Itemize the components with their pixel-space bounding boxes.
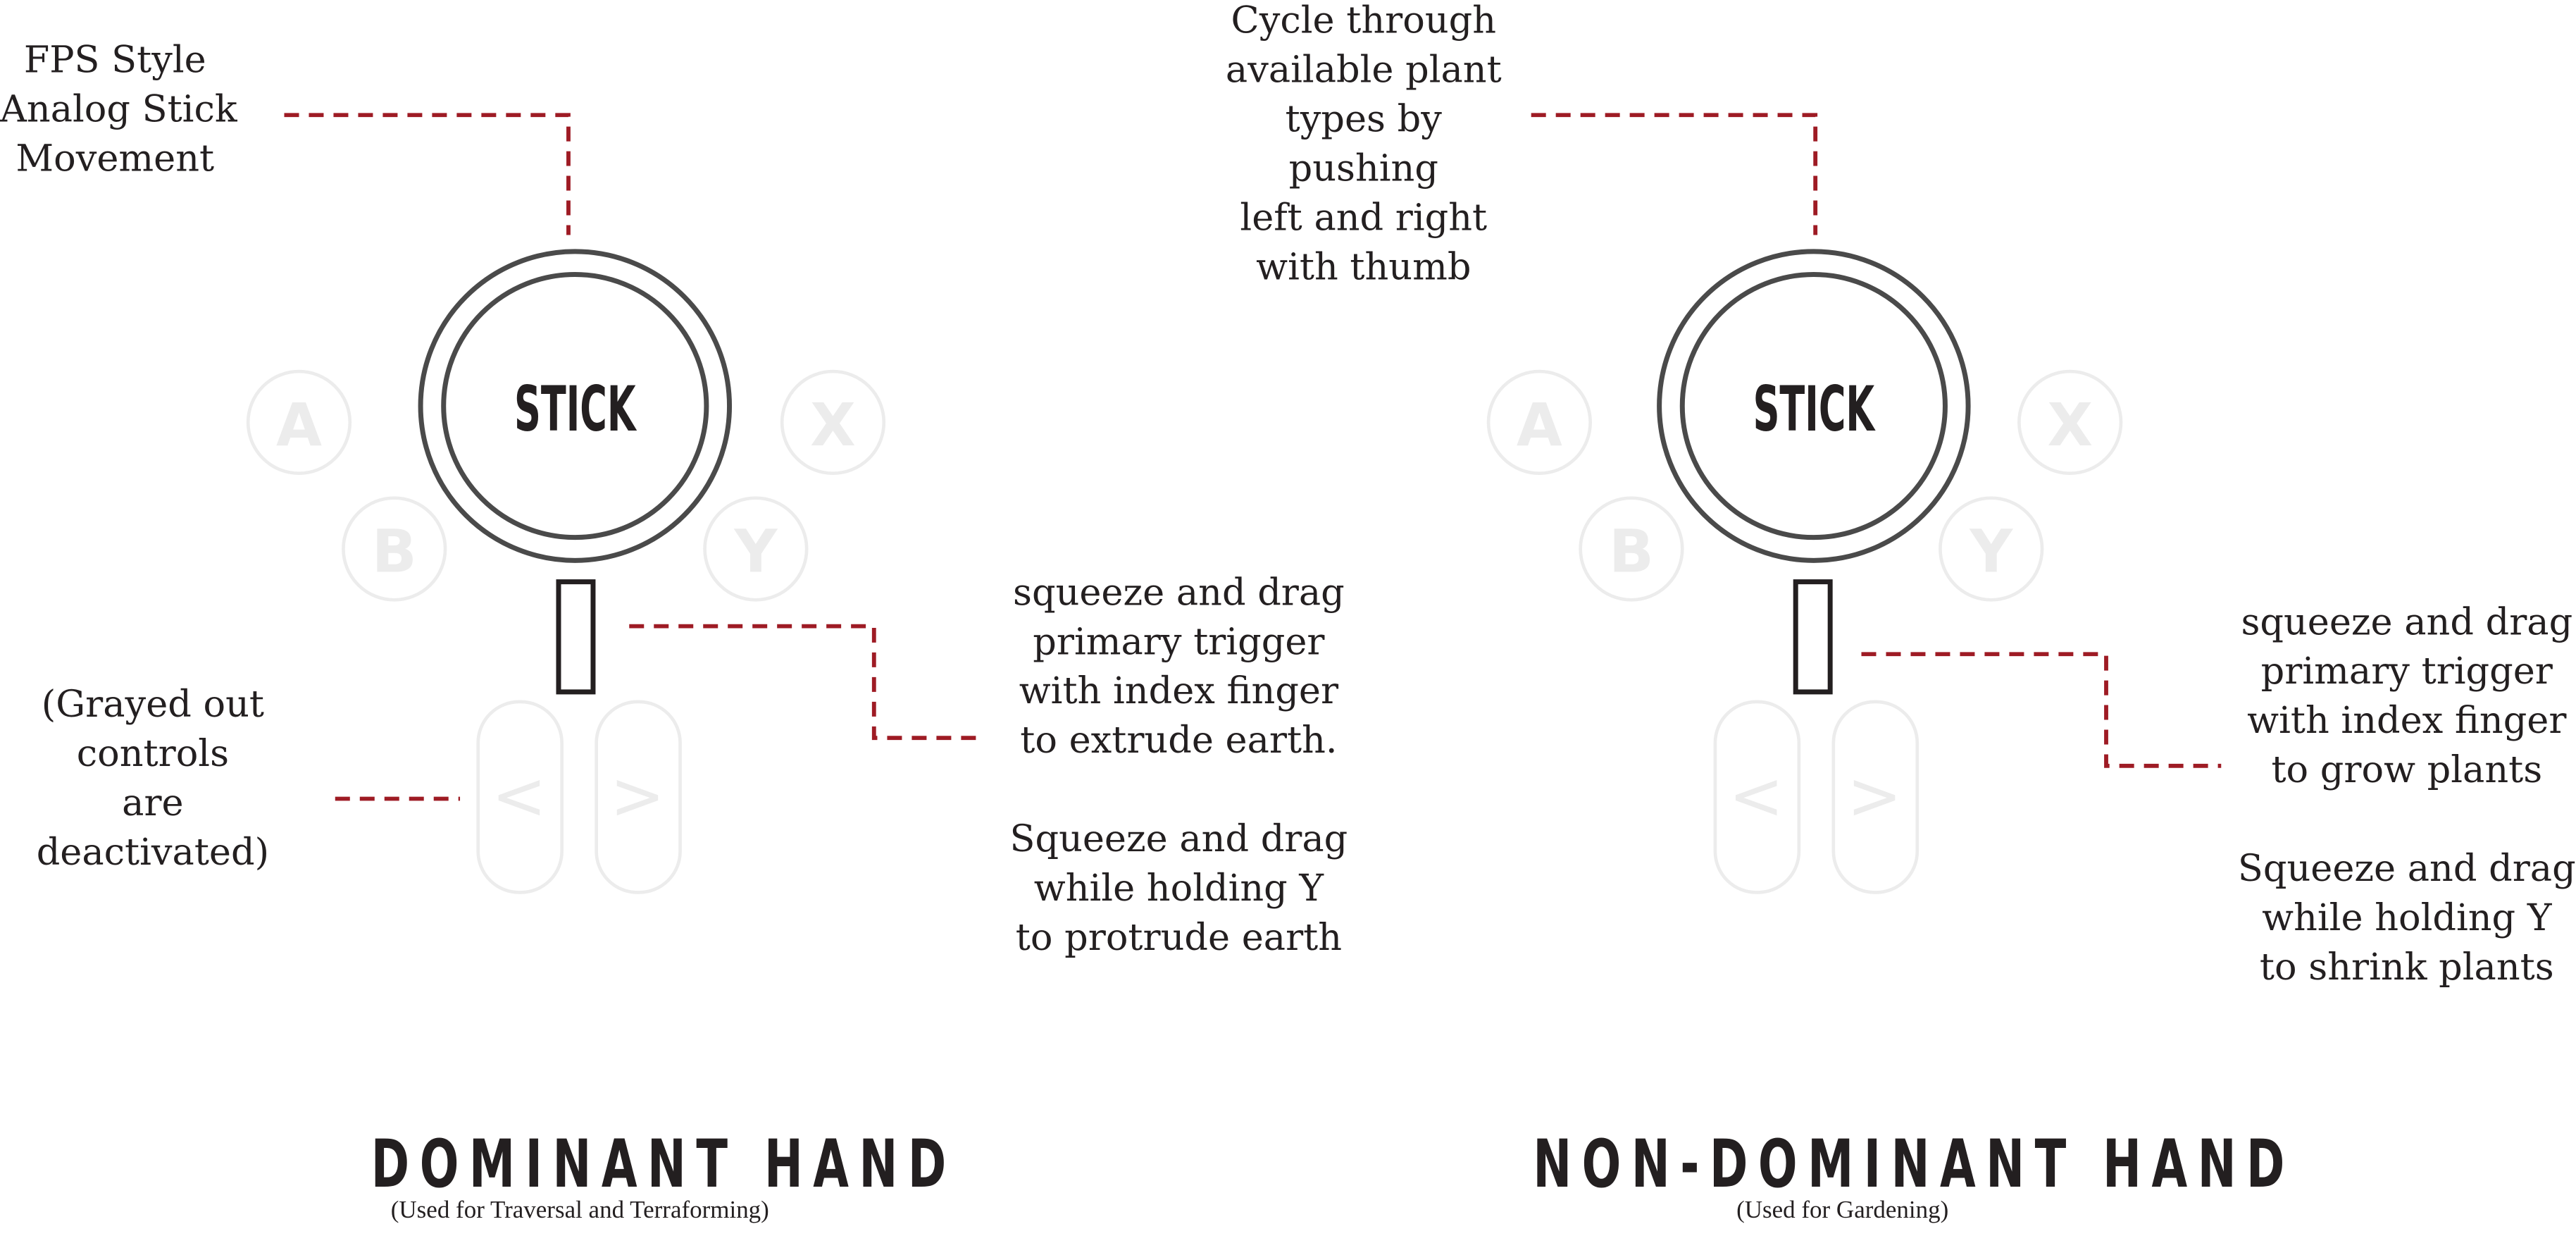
button-right: > (595, 700, 682, 894)
button-y-label: Y (1969, 517, 2013, 586)
button-left: < (1713, 700, 1801, 894)
button-b: B (342, 496, 447, 602)
stick-leader-line (1531, 113, 1818, 235)
button-right-label: > (1847, 758, 1902, 834)
trigger-note-nondominant: squeeze and drag primary trigger with in… (2237, 601, 2576, 990)
dominant-hand-title: DOMINANT HAND (371, 1127, 957, 1204)
dominant-hand-subtitle: (Used for Traversal and Terraforming) (390, 1198, 769, 1225)
trigger-leader-line (1861, 652, 2222, 768)
dominant-controller: A B X Y < > (246, 113, 986, 894)
button-x: X (780, 369, 886, 476)
analog-stick: STICK (418, 249, 733, 563)
primary-trigger (1793, 579, 1833, 695)
non-dominant-controller: A B X Y < > (1486, 113, 2222, 894)
trigger-leader-line (629, 624, 986, 741)
stick-label: STICK (1753, 373, 1877, 445)
non-dominant-hand-title: NON-DOMINANT HAND (1533, 1127, 2295, 1204)
button-y: Y (1939, 496, 2044, 602)
stick-note: FPS Style Analog Stick Movement (0, 39, 237, 181)
analog-stick: STICK (1657, 249, 1971, 563)
button-a: A (1486, 369, 1592, 476)
stick-leader-line (284, 113, 571, 235)
stick-label: STICK (514, 373, 637, 445)
button-right-label: > (610, 758, 665, 834)
button-right: > (1831, 700, 1919, 894)
non-dominant-hand-subtitle: (Used for Gardening) (1736, 1198, 1949, 1225)
button-y-label: Y (733, 517, 778, 586)
button-y: Y (703, 496, 809, 602)
button-b-label: B (1609, 517, 1654, 586)
trigger-note: squeeze and drag primary trigger with in… (1009, 571, 1348, 960)
button-a-label: A (276, 390, 322, 459)
stick-note-nondominant: Cycle through available plant types by p… (1225, 0, 1502, 290)
primary-trigger (556, 579, 596, 695)
button-left-label: < (1729, 758, 1784, 834)
button-left: < (476, 700, 564, 894)
button-x: X (2017, 369, 2123, 476)
button-b-label: B (372, 517, 417, 586)
button-a: A (246, 369, 352, 476)
button-a-label: A (1517, 390, 1562, 459)
button-x-label: X (2047, 390, 2093, 459)
button-b: B (1579, 496, 1684, 602)
button-x-label: X (810, 390, 856, 459)
grayed-note: (Grayed out controls are deactivated) (36, 684, 270, 875)
button-left-label: < (492, 758, 547, 834)
